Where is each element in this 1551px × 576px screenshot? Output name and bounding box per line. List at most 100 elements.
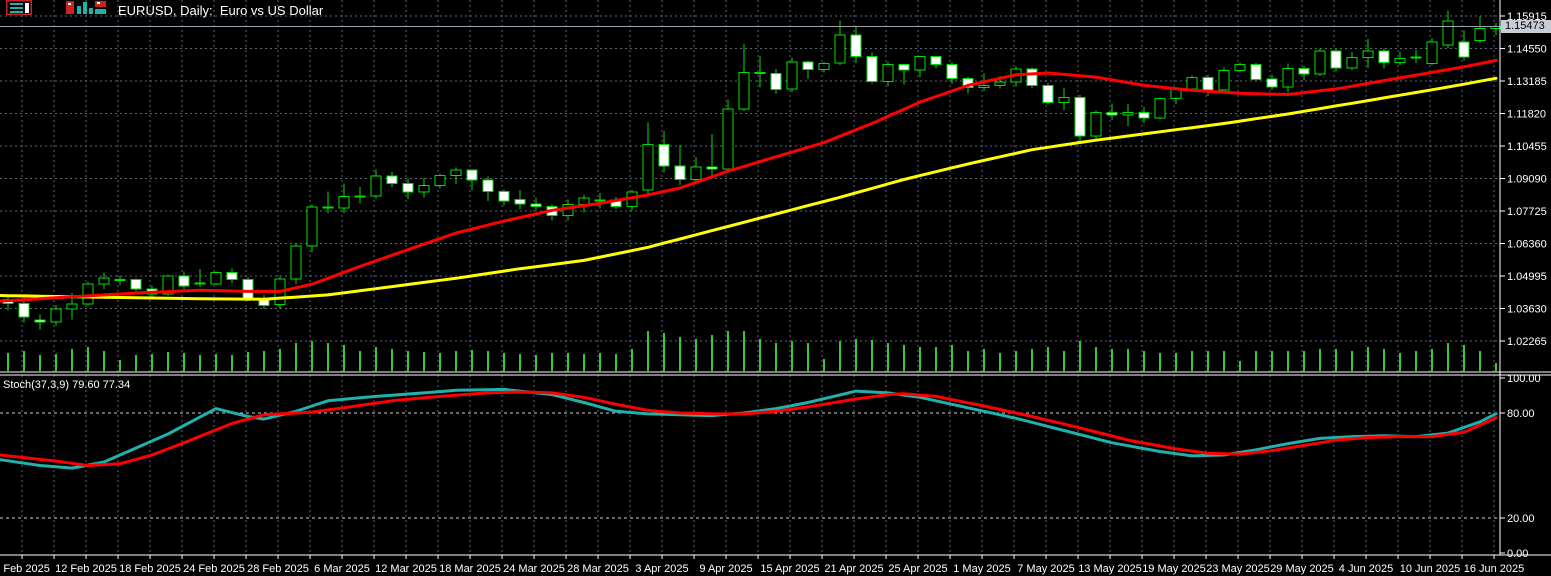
candle-body [850,34,862,58]
stoch-axis-label: 0.00 [1507,548,1528,560]
candle-body [194,282,206,285]
candle-body [898,64,910,71]
candle-body [674,165,686,180]
candle-body [1362,50,1374,58]
candle-body [1074,96,1086,137]
candle-body [418,185,430,193]
stoch-axis-label: 80.00 [1507,408,1535,420]
candle-body [1426,41,1438,64]
candle-body [1202,77,1214,91]
candle-body [706,166,718,170]
candle-body [578,197,590,205]
chart-title: EURUSD, Daily: Euro vs US Dollar [118,3,324,18]
candle-body [114,279,126,282]
candle-body [1330,50,1342,69]
price-axis-label: 1.03630 [1507,304,1547,316]
price-axis-label: 1.04995 [1507,271,1547,283]
candle-body [290,245,302,280]
candle-body [498,190,510,202]
candle-body [162,275,174,295]
time-axis-label: 16 Jun 2025 [1464,563,1525,575]
stoch-main-line [0,387,1498,470]
time-axis-label: 29 May 2025 [1270,563,1334,575]
time-axis-label: 12 Mar 2025 [375,563,437,575]
price-axis-label: 1.14550 [1507,44,1547,56]
candle-body [530,203,542,207]
candle-body [402,182,414,193]
candle-body [722,108,734,170]
time-axis-label: 6 Mar 2025 [314,563,370,575]
candle-body [1250,64,1262,80]
candle-body [1474,28,1486,42]
ma-fast-line [0,58,1498,303]
ma-slow-line [0,76,1498,301]
price-axis-label: 1.06360 [1507,239,1547,251]
time-axis-label: 28 Feb 2025 [247,563,309,575]
candle-body [130,279,142,290]
stoch-axis-label: 20.00 [1507,513,1535,525]
stochastic-indicator-label: Stoch(37,3,9) 79.60 77.34 [3,379,131,391]
candle-body [770,72,782,90]
candle-body [370,175,382,197]
price-axis-label: 1.09090 [1507,174,1547,186]
candle-body [1218,69,1230,91]
time-axis-label: 25 Apr 2025 [888,563,947,575]
candle-body [1042,84,1054,104]
time-axis-label: 3 Apr 2025 [635,563,688,575]
price-axis-label: 1.13185 [1507,76,1547,88]
candle-body [834,34,846,64]
time-axis-label: 15 Apr 2025 [760,563,819,575]
time-axis-label: 19 May 2025 [1142,563,1206,575]
candle-body [354,195,366,198]
time-axis-label: 6 Feb 2025 [0,563,50,575]
candle-body [482,179,494,192]
candle-body [226,272,238,281]
candle-body [66,303,78,310]
bar-chart-window-icon[interactable] [65,0,107,15]
candle-body [1346,57,1358,69]
candle-body [1186,77,1198,90]
time-axis-label: 24 Mar 2025 [503,563,565,575]
candle-body [802,61,814,70]
time-axis-label: 24 Feb 2025 [183,563,245,575]
candle-body [1378,50,1390,63]
time-axis-label: 9 Apr 2025 [699,563,752,575]
candle-body [914,56,926,71]
time-axis-label: 4 Jun 2025 [1339,563,1393,575]
time-axis-label: 23 May 2025 [1206,563,1270,575]
candle-body [386,175,398,184]
candle-body [82,283,94,305]
candle-body [658,144,670,167]
candle-body [98,277,110,285]
time-axis-label: 28 Mar 2025 [567,563,629,575]
stoch-signal-line [0,390,1498,467]
candle-body [866,56,878,83]
time-axis-label: 10 Jun 2025 [1400,563,1461,575]
candle-body [306,206,318,247]
candle-body [1314,50,1326,75]
candle-body [1090,112,1102,137]
candle-body [514,199,526,205]
report-list-icon[interactable] [6,0,32,15]
candle-body [1282,68,1294,88]
candle-body [642,144,654,191]
time-axis-label: 21 Apr 2025 [824,563,883,575]
candle-body [818,62,830,70]
candle-body [754,71,766,74]
candle-body [946,64,958,79]
candle-body [50,308,62,323]
candle-body [1442,20,1454,46]
candle-body [1058,96,1070,104]
candle-body [178,275,190,287]
candle-body [210,272,222,285]
candle-body [1154,98,1166,119]
candle-body [930,56,942,66]
price-axis-label: 1.07725 [1507,206,1547,218]
time-axis-label: 1 May 2025 [953,563,1010,575]
time-axis-label: 7 May 2025 [1017,563,1074,575]
chart-title-bar: EURUSD, Daily: Euro vs US Dollar [0,0,800,20]
candle-body [18,303,30,318]
candle-body [1410,56,1422,59]
candle-body [338,195,350,209]
